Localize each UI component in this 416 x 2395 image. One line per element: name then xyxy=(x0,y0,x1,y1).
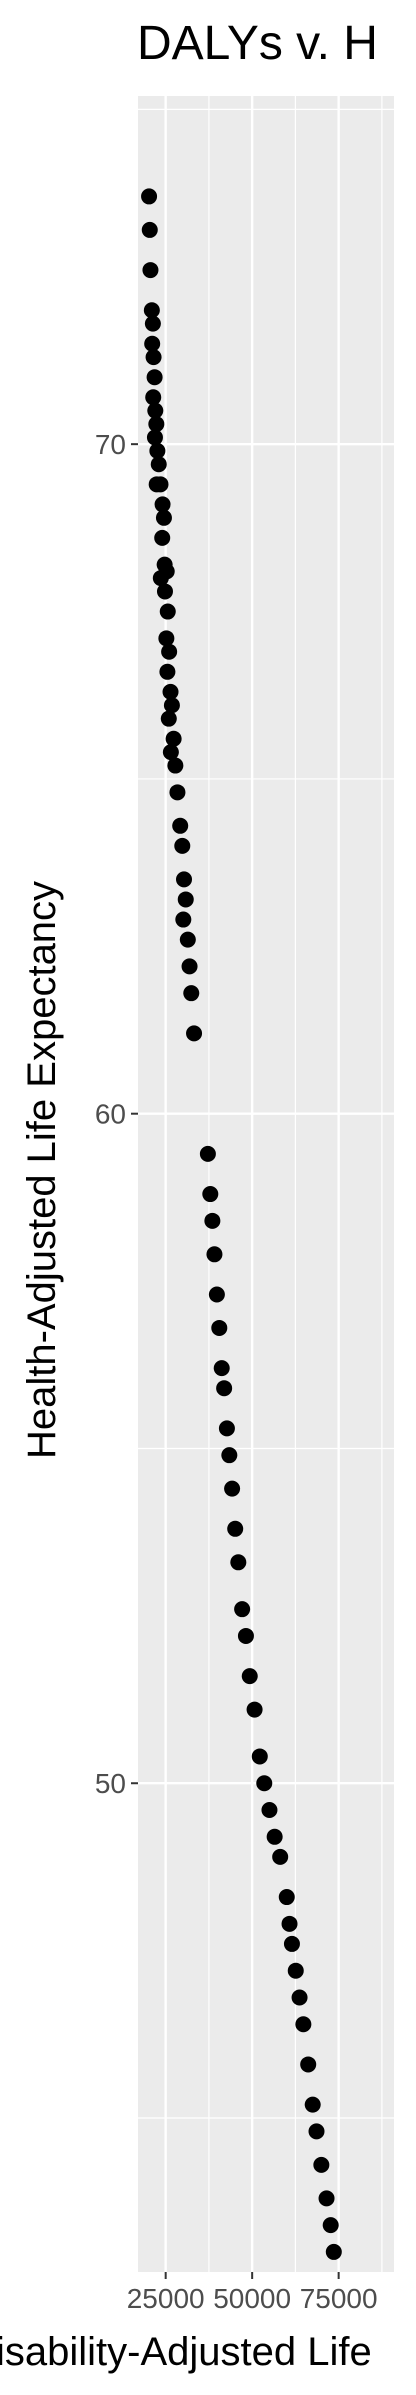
data-point xyxy=(227,1520,244,1537)
gridlines xyxy=(138,96,394,2272)
data-point xyxy=(287,1962,304,1979)
data-point xyxy=(177,891,194,908)
data-point xyxy=(234,1601,251,1618)
data-point xyxy=(165,730,182,747)
data-point xyxy=(204,1212,221,1229)
data-point xyxy=(216,1380,233,1397)
data-point xyxy=(206,1246,223,1263)
data-point xyxy=(161,643,178,660)
data-point xyxy=(304,2096,321,2113)
data-point xyxy=(163,697,180,714)
data-point xyxy=(162,683,179,700)
data-point xyxy=(158,630,175,647)
data-point xyxy=(283,1935,300,1952)
data-point xyxy=(176,871,193,888)
data-point xyxy=(281,1915,298,1932)
data-point xyxy=(300,2056,317,2073)
data-point xyxy=(266,1828,283,1845)
data-point xyxy=(142,262,159,279)
data-point xyxy=(141,188,158,205)
data-point xyxy=(174,837,191,854)
data-point xyxy=(278,1889,295,1906)
data-point xyxy=(211,1319,228,1336)
y-axis-title: Health-Adjusted Life Expectancy xyxy=(20,881,64,1459)
data-point xyxy=(230,1554,247,1571)
data-point xyxy=(179,931,196,948)
data-point xyxy=(221,1447,238,1464)
data-point xyxy=(155,509,172,526)
data-point xyxy=(208,1286,225,1303)
data-point xyxy=(181,958,198,975)
data-point xyxy=(159,663,176,680)
data-point xyxy=(251,1748,268,1765)
data-point xyxy=(160,710,177,727)
data-point xyxy=(154,529,171,546)
x-tick-label: 25000 xyxy=(127,2283,205,2314)
data-point xyxy=(148,416,165,433)
data-point xyxy=(224,1480,241,1497)
data-point xyxy=(154,496,171,513)
data-point xyxy=(167,757,184,774)
data-point xyxy=(152,476,169,493)
data-point xyxy=(146,429,163,446)
data-point xyxy=(183,985,200,1002)
data-point xyxy=(156,583,173,600)
data-point xyxy=(313,2156,330,2173)
data-point xyxy=(291,1989,308,2006)
data-point xyxy=(272,1848,289,1865)
data-point xyxy=(145,389,162,406)
data-point xyxy=(218,1420,235,1437)
data-point xyxy=(202,1186,219,1203)
data-point xyxy=(237,1627,254,1644)
x-tick-label: 75000 xyxy=(300,2283,378,2314)
data-point xyxy=(261,1802,278,1819)
data-point xyxy=(295,2016,312,2033)
data-point xyxy=(162,744,179,761)
data-point xyxy=(146,369,163,386)
data-point xyxy=(199,1145,216,1162)
data-point xyxy=(141,221,158,238)
data-point xyxy=(241,1668,258,1685)
data-points xyxy=(141,188,342,2260)
y-tick-label: 60 xyxy=(95,1099,126,1130)
chart-title: DALYs v. H xyxy=(137,17,378,70)
x-tick-label: 50000 xyxy=(213,2283,291,2314)
data-point xyxy=(149,442,166,459)
data-point xyxy=(169,784,186,801)
x-axis-title: isability-Adjusted Life xyxy=(0,2330,372,2374)
data-point xyxy=(158,563,175,580)
data-point xyxy=(186,1025,203,1042)
y-tick-label: 70 xyxy=(95,429,126,460)
data-point xyxy=(256,1775,273,1792)
data-point xyxy=(144,335,161,352)
data-point xyxy=(318,2190,335,2207)
data-point xyxy=(143,302,160,319)
y-tick-label: 50 xyxy=(95,1768,126,1799)
data-point xyxy=(308,2123,325,2140)
plot-panel xyxy=(138,96,394,2272)
data-point xyxy=(147,402,164,419)
data-point xyxy=(150,456,167,473)
data-point xyxy=(145,349,162,366)
data-point xyxy=(213,1360,230,1377)
data-point xyxy=(175,911,192,928)
data-point xyxy=(172,817,189,834)
data-point xyxy=(246,1701,263,1718)
data-point xyxy=(144,315,161,332)
data-point xyxy=(325,2243,342,2260)
axis-ticks: 50 60 70 25000 50000 75000 xyxy=(95,429,378,2314)
data-point xyxy=(322,2217,339,2234)
data-point xyxy=(159,603,176,620)
